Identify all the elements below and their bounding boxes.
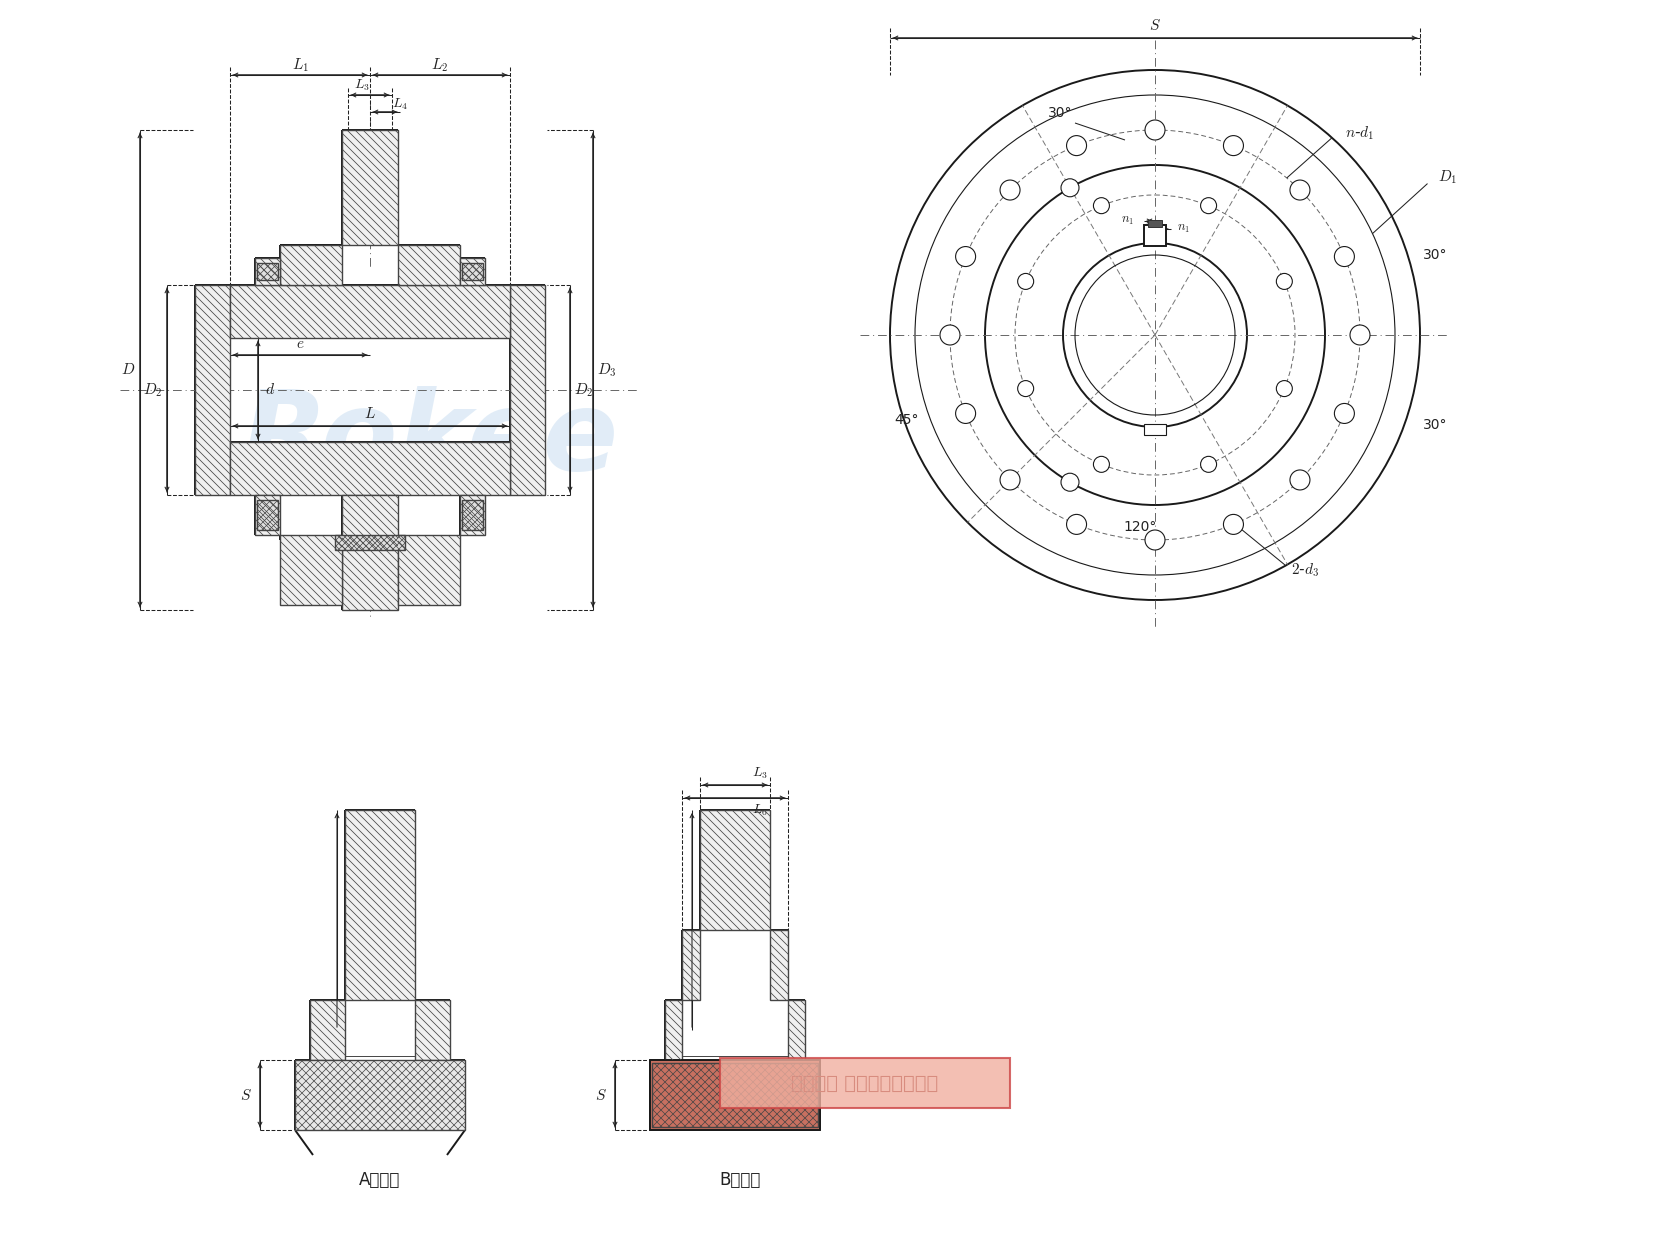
Text: $D_1$: $D_1$ xyxy=(1438,169,1457,186)
Text: $D_2$: $D_2$ xyxy=(143,382,163,399)
Circle shape xyxy=(1223,514,1243,534)
Circle shape xyxy=(1062,179,1079,197)
Text: 版权所有 侵权必被严厉追究: 版权所有 侵权必被严厉追究 xyxy=(791,1074,939,1092)
Text: $D$: $D$ xyxy=(121,363,134,378)
Polygon shape xyxy=(281,244,343,285)
Text: $n$-$d_1$: $n$-$d_1$ xyxy=(1346,125,1374,142)
Polygon shape xyxy=(788,1000,805,1060)
Text: $S$: $S$ xyxy=(1149,19,1161,34)
Text: 30°: 30° xyxy=(1048,106,1072,120)
Text: $L_6$: $L_6$ xyxy=(753,803,768,818)
Text: $L$: $L$ xyxy=(365,407,376,422)
Circle shape xyxy=(1201,456,1216,472)
Polygon shape xyxy=(721,1058,1010,1108)
Polygon shape xyxy=(511,285,544,495)
Circle shape xyxy=(1000,180,1020,200)
Text: B型结构: B型结构 xyxy=(719,1171,761,1189)
Polygon shape xyxy=(255,258,281,285)
Polygon shape xyxy=(334,536,405,551)
Polygon shape xyxy=(650,1060,820,1130)
Circle shape xyxy=(1094,456,1109,472)
Circle shape xyxy=(941,325,959,345)
Text: 45°: 45° xyxy=(895,413,919,427)
Text: $d$: $d$ xyxy=(265,383,276,397)
Text: $L_4$: $L_4$ xyxy=(391,96,408,112)
Circle shape xyxy=(1334,403,1354,423)
Text: Rokee: Rokee xyxy=(242,387,618,494)
Polygon shape xyxy=(398,536,460,605)
Circle shape xyxy=(1334,247,1354,267)
Text: 30°: 30° xyxy=(1423,248,1446,262)
Polygon shape xyxy=(311,1000,344,1060)
Text: $n_1$: $n_1$ xyxy=(1178,223,1191,236)
Text: $S$: $S$ xyxy=(595,1087,606,1102)
Polygon shape xyxy=(462,500,484,530)
Text: $L_3$: $L_3$ xyxy=(354,77,370,93)
Polygon shape xyxy=(415,1000,450,1060)
Circle shape xyxy=(1290,470,1310,490)
Polygon shape xyxy=(344,810,415,1000)
Text: A型结构: A型结构 xyxy=(360,1171,402,1189)
Polygon shape xyxy=(343,495,398,610)
Circle shape xyxy=(1146,120,1164,140)
Polygon shape xyxy=(257,263,277,280)
Polygon shape xyxy=(398,244,460,285)
Circle shape xyxy=(1146,530,1164,551)
Polygon shape xyxy=(230,442,511,495)
Circle shape xyxy=(1062,474,1079,491)
Polygon shape xyxy=(1147,220,1163,227)
Polygon shape xyxy=(195,285,230,495)
Circle shape xyxy=(1201,198,1216,214)
Polygon shape xyxy=(701,810,769,930)
Circle shape xyxy=(1067,514,1087,534)
Circle shape xyxy=(1277,273,1292,290)
Polygon shape xyxy=(296,1060,465,1130)
Text: $L_2$: $L_2$ xyxy=(432,57,449,74)
Polygon shape xyxy=(460,495,486,536)
Text: $n_1$: $n_1$ xyxy=(1122,214,1134,228)
Circle shape xyxy=(1223,136,1243,155)
Text: $2$-$d_3$: $2$-$d_3$ xyxy=(1290,561,1319,578)
Circle shape xyxy=(1067,136,1087,155)
Circle shape xyxy=(1351,325,1369,345)
Polygon shape xyxy=(257,500,277,530)
Text: $L_1$: $L_1$ xyxy=(292,57,309,74)
Circle shape xyxy=(1018,381,1033,397)
Text: $S$: $S$ xyxy=(240,1087,252,1102)
Text: 30°: 30° xyxy=(1423,418,1446,432)
Polygon shape xyxy=(255,495,281,536)
Circle shape xyxy=(1063,243,1247,427)
Text: $e$: $e$ xyxy=(296,335,304,350)
Circle shape xyxy=(890,71,1420,600)
Circle shape xyxy=(1277,381,1292,397)
Polygon shape xyxy=(682,930,701,1000)
Polygon shape xyxy=(460,258,486,285)
Circle shape xyxy=(1000,470,1020,490)
Circle shape xyxy=(1018,273,1033,290)
Polygon shape xyxy=(769,930,788,1000)
Polygon shape xyxy=(665,1000,682,1060)
Polygon shape xyxy=(1144,226,1166,246)
Polygon shape xyxy=(343,130,398,244)
Text: $L_3$: $L_3$ xyxy=(753,765,768,781)
Text: $D_2$: $D_2$ xyxy=(575,382,593,399)
Polygon shape xyxy=(230,285,511,338)
Polygon shape xyxy=(1144,425,1166,435)
Polygon shape xyxy=(462,263,484,280)
Polygon shape xyxy=(281,536,343,605)
Circle shape xyxy=(1094,198,1109,214)
Circle shape xyxy=(956,247,976,267)
Circle shape xyxy=(956,403,976,423)
Circle shape xyxy=(1290,180,1310,200)
Text: $D_3$: $D_3$ xyxy=(598,362,617,379)
Text: 120°: 120° xyxy=(1124,520,1158,534)
